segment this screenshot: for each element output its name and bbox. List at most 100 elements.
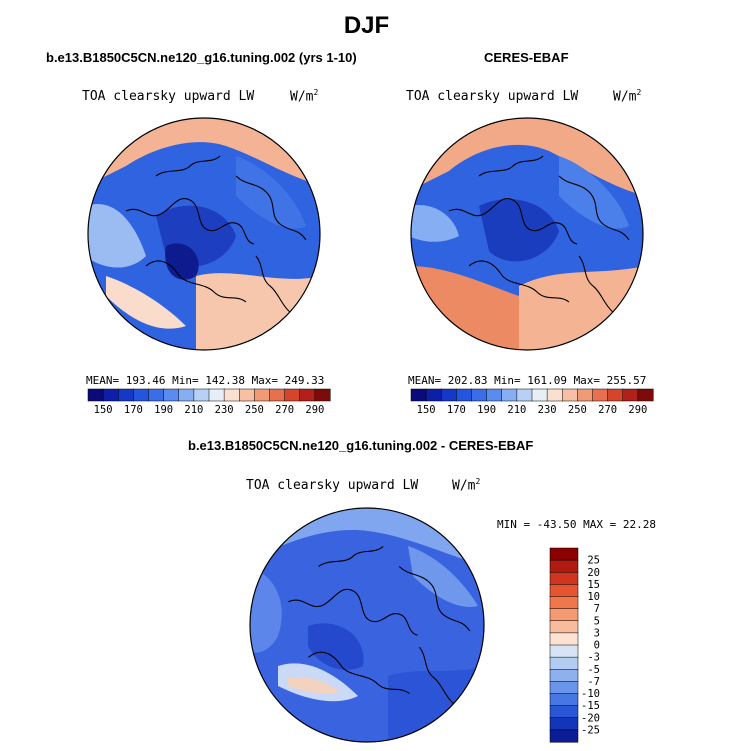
colorbar-tick-label: 0 [594, 640, 600, 652]
coastline [255, 255, 291, 313]
panel3-case-title: b.e13.B1850C5CN.ne120_g16.tuning.002 - C… [188, 438, 534, 453]
colorbar-swatch [549, 608, 579, 622]
colorbar-swatch [549, 717, 579, 731]
colorbar-tick-label: 210 [507, 404, 526, 416]
colorbar-swatch [549, 596, 579, 610]
map-field-region [196, 273, 320, 350]
colorbar-swatch [501, 388, 518, 402]
panel3-units-label: W/m2 [452, 477, 481, 494]
map-field-region [165, 243, 199, 280]
figure-title: DJF [343, 12, 390, 39]
colorbar-swatch [516, 388, 533, 402]
colorbar-tick-label: 170 [124, 404, 143, 416]
colorbar-tick-label: 3 [594, 627, 600, 639]
coastline [468, 260, 570, 303]
colorbar-tick-label: 230 [538, 404, 557, 416]
panel2-colorbar: 150 170 190 210 230 250 270 290 [410, 388, 654, 416]
map-field-region [106, 276, 186, 329]
colorbar-swatch [269, 388, 286, 402]
colorbar-swatch [549, 547, 579, 561]
colorbar-tick-label: -5 [587, 664, 600, 676]
panel1-polar-map [87, 117, 321, 351]
coastline [398, 566, 471, 632]
map-field-region [88, 204, 146, 268]
colorbar-swatch [471, 388, 488, 402]
map-border [87, 117, 321, 351]
colorbar-swatch [118, 388, 134, 402]
colorbar-swatch [549, 693, 579, 707]
colorbar-tick-label: 7 [594, 603, 600, 615]
panel2-variable-label: TOA clearsky upward LW [406, 89, 579, 104]
coastline [478, 155, 544, 177]
panel2-case-title: CERES-EBAF [484, 50, 569, 65]
coastline [235, 175, 307, 241]
panel3-stats: MIN = -43.50 MAX = 22.28 [497, 518, 656, 531]
colorbar-swatch [178, 388, 195, 402]
map-field-region [308, 623, 364, 670]
coastline [558, 175, 630, 241]
coastline [318, 545, 384, 567]
panel1-stats: MEAN= 193.46 Min= 142.38 Max= 249.33 [86, 374, 325, 387]
colorbar-swatch [549, 620, 579, 634]
coastline [125, 198, 255, 245]
map-field-region [236, 156, 306, 229]
colorbar-swatch [87, 388, 104, 402]
panel1-colorbar: 150 170 190 210 230 250 270 290 [87, 388, 331, 416]
colorbar-swatch [314, 388, 331, 402]
colorbar-tick-label: 190 [477, 404, 496, 416]
colorbar-tick-label: 250 [568, 404, 587, 416]
colorbar-swatch [592, 388, 609, 402]
panel2-stats: MEAN= 202.83 Min= 161.09 Max= 255.57 [408, 374, 647, 387]
colorbar-swatch [410, 388, 427, 402]
coastline [155, 155, 221, 177]
colorbar-swatch [163, 388, 180, 402]
colorbar-swatch [549, 669, 579, 682]
colorbar-tick-label: -3 [587, 652, 600, 664]
colorbar-swatch [577, 388, 594, 402]
colorbar-swatch [549, 632, 579, 646]
colorbar-swatch [208, 388, 225, 402]
colorbar-tick-label: 25 [587, 555, 600, 567]
colorbar-tick-label: -10 [581, 688, 600, 700]
colorbar-swatch [549, 705, 579, 719]
panel3-polar-map [249, 507, 485, 743]
colorbar-swatch [622, 388, 639, 402]
colorbar-swatch [239, 388, 255, 402]
colorbar-tick-label: 20 [587, 567, 600, 579]
colorbar-tick-label: 270 [275, 404, 294, 416]
colorbar-swatch [549, 681, 579, 695]
colorbar-tick-label: -20 [581, 712, 600, 724]
map-field-region [519, 266, 643, 350]
colorbar-swatch [133, 388, 150, 402]
colorbar-swatch [637, 388, 654, 402]
colorbar-tick-label: 150 [417, 404, 436, 416]
colorbar-swatch [254, 388, 271, 402]
colorbar-tick-label: 210 [184, 404, 203, 416]
colorbar-tick-label: 150 [94, 404, 113, 416]
coastline [145, 260, 247, 303]
colorbar-tick-label: 290 [628, 404, 647, 416]
colorbar-swatch [562, 388, 578, 402]
map-background [250, 508, 484, 742]
colorbar-tick-label: 15 [587, 579, 600, 591]
map-field-region [479, 199, 559, 262]
colorbar-swatch [223, 388, 240, 402]
colorbar-tick-label: 170 [447, 404, 466, 416]
colorbar-tick-label: -15 [581, 700, 600, 712]
colorbar-tick-label: -25 [581, 724, 600, 736]
colorbar-swatch [607, 388, 624, 402]
colorbar-tick-label: 10 [587, 591, 600, 603]
colorbar-swatch [549, 644, 579, 658]
colorbar-swatch [441, 388, 457, 402]
colorbar-tick-label: 5 [594, 615, 600, 627]
panel2-polar-map [410, 117, 644, 351]
colorbar-swatch [456, 388, 473, 402]
colorbar-swatch [425, 388, 442, 402]
map-border [249, 507, 485, 743]
colorbar-swatch [299, 388, 316, 402]
panel1-variable-label: TOA clearsky upward LW [82, 89, 255, 104]
colorbar-tick-label: 250 [245, 404, 264, 416]
colorbar-swatch [549, 559, 579, 573]
coastline [288, 588, 418, 636]
